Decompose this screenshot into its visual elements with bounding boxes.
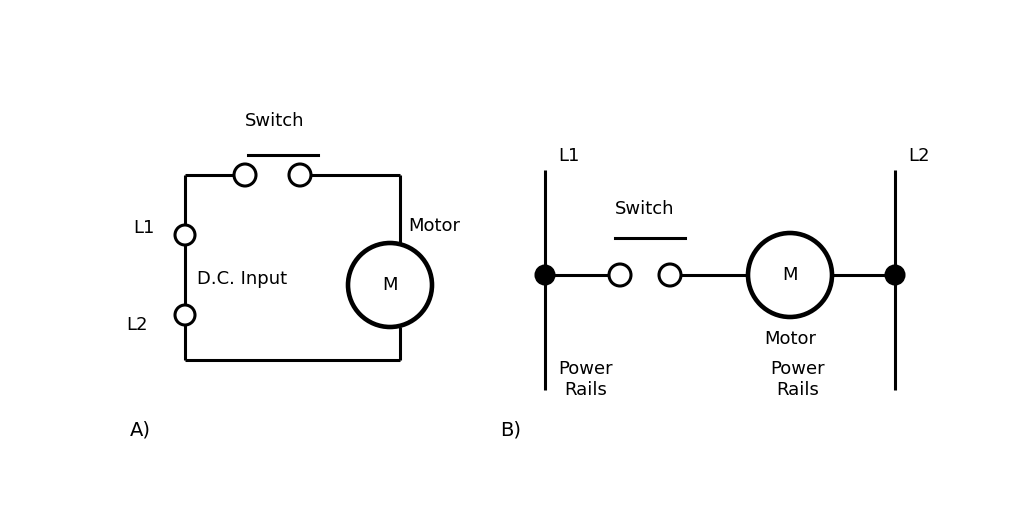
Text: M: M [382,276,397,294]
Circle shape [748,233,831,317]
Text: L1: L1 [558,147,580,165]
Circle shape [659,264,681,286]
Circle shape [886,266,904,284]
Text: L2: L2 [127,316,148,334]
Circle shape [175,305,195,325]
Text: Switch: Switch [615,200,675,218]
Circle shape [234,164,256,186]
Text: Motor: Motor [408,217,460,235]
Circle shape [289,164,311,186]
Text: A): A) [130,421,151,440]
Circle shape [536,266,554,284]
Circle shape [348,243,432,327]
Text: L1: L1 [133,219,155,237]
Text: B): B) [500,421,521,440]
Text: D.C. Input: D.C. Input [197,270,287,288]
Circle shape [609,264,631,286]
Text: Power
Rails: Power Rails [558,360,612,399]
Circle shape [175,225,195,245]
Text: Power
Rails: Power Rails [770,360,824,399]
Text: Motor: Motor [764,330,816,348]
Text: M: M [782,266,798,284]
Text: Switch: Switch [246,112,305,130]
Text: L2: L2 [908,147,930,165]
